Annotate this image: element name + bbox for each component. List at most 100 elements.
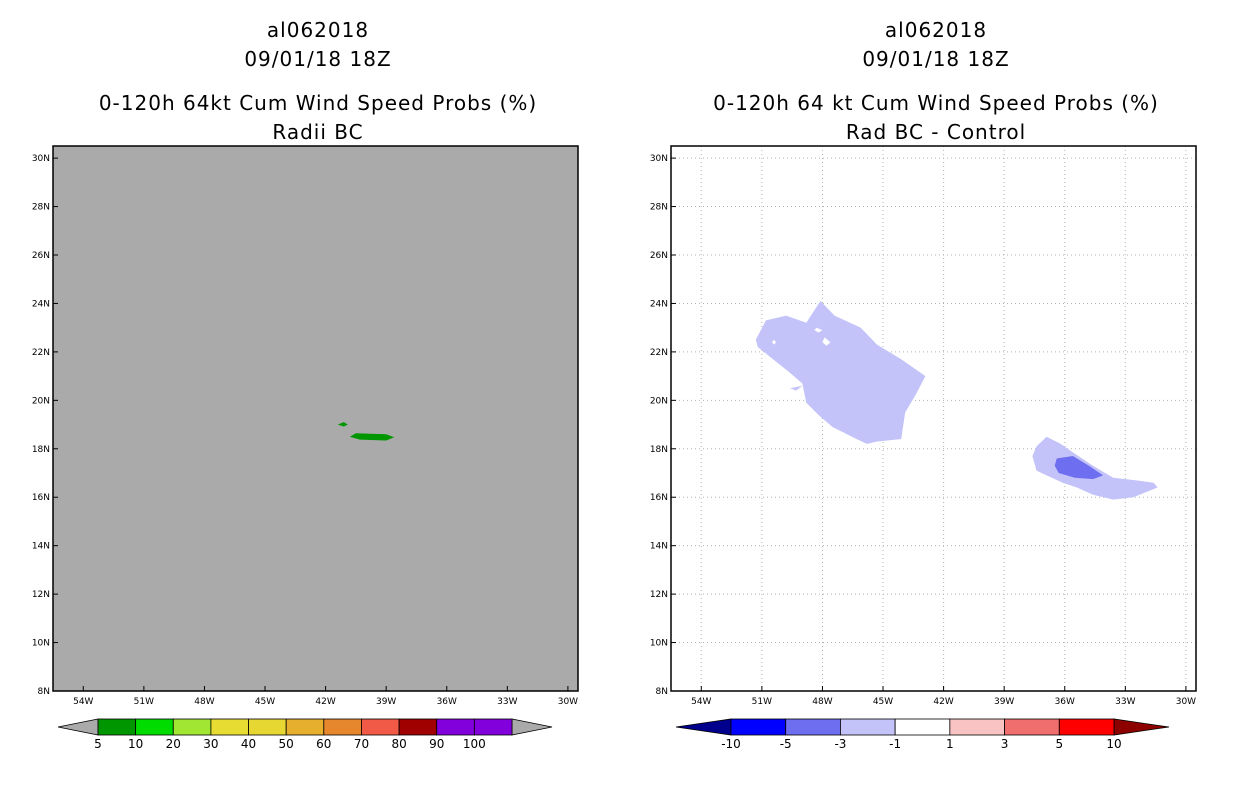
- left-y-tick-label: 14N: [32, 542, 50, 552]
- left-colorbar-high-arrow: [511, 718, 553, 736]
- right-contour-region-3: [1054, 456, 1104, 480]
- right-x-tick-label: 54W: [691, 697, 711, 707]
- left-colorbar-segment: [361, 718, 400, 736]
- right-x-tick-label: 42W: [933, 697, 953, 707]
- left-y-tick-label: 24N: [32, 299, 50, 309]
- left-x-tick-label: 42W: [315, 697, 335, 707]
- left-colorbar-label: 10: [128, 737, 143, 751]
- left-colorbar-label: 30: [203, 737, 218, 751]
- left-storm-id: al062018: [266, 18, 370, 42]
- left-subtitle: Radii BC: [272, 120, 364, 144]
- right-y-tick-label: 12N: [650, 590, 668, 600]
- right-storm-id: al062018: [884, 18, 988, 42]
- right-y-tick-label: 20N: [650, 396, 668, 406]
- left-product-title: 0-120h 64kt Cum Wind Speed Probs (%): [98, 91, 538, 115]
- right-y-tick-label: 28N: [650, 203, 668, 213]
- right-map-background: [671, 146, 1196, 691]
- left-colorbar-label: 60: [316, 737, 331, 751]
- left-x-tick-label: 48W: [194, 697, 214, 707]
- right-y-tick-label: 18N: [650, 445, 668, 455]
- left-colorbar-label: 50: [279, 737, 294, 751]
- right-colorbar: -10 -5 -3 -1 1 3 5 10: [675, 718, 1170, 751]
- right-colorbar-low-arrow: [675, 718, 732, 736]
- right-datetime: 09/01/18 18Z: [862, 47, 1010, 71]
- left-contour-region-1: [337, 422, 348, 427]
- left-colorbar-segment: [473, 718, 513, 736]
- left-x-tick-label: 54W: [73, 697, 93, 707]
- left-x-tick-label: 33W: [497, 697, 517, 707]
- right-colorbar-label: 3: [1001, 737, 1009, 751]
- left-colorbar-segment: [210, 718, 249, 736]
- left-x-tick-label: 45W: [255, 697, 275, 707]
- left-map-panel: 54W 51W 48W 45W 42W 39W 36W 33W 30W 8N 10N 12N 14N 16…: [32, 145, 579, 707]
- left-colorbar-label: 100: [463, 737, 486, 751]
- right-colorbar-segment: [894, 718, 951, 736]
- left-colorbar-label: 80: [391, 737, 406, 751]
- left-y-tick-label: 30N: [32, 154, 50, 164]
- left-x-tick-label: 30W: [558, 697, 578, 707]
- left-colorbar-segment: [285, 718, 325, 736]
- right-y-tick-label: 22N: [650, 348, 668, 358]
- right-colorbar-segment: [785, 718, 841, 736]
- right-x-tick-label: 30W: [1176, 697, 1196, 707]
- left-colorbar-low-arrow: [57, 718, 99, 736]
- right-colorbar-high-arrow: [1113, 718, 1170, 736]
- left-colorbar: 5 10 20 30 40 50 60 70 80 90 100: [57, 718, 553, 751]
- left-panel-title: al062018 09/01/18 18Z 0-120h 64kt Cum Wi…: [58, 16, 578, 147]
- right-contour-hole-0: [814, 327, 823, 333]
- right-y-tick-label: 24N: [650, 299, 668, 309]
- left-x-tick-label: 51W: [134, 697, 154, 707]
- right-colorbar-segment: [730, 718, 787, 736]
- right-y-tick-label: 14N: [650, 542, 668, 552]
- right-colorbar-label: 10: [1106, 737, 1121, 751]
- right-y-tick-label: 16N: [650, 493, 668, 503]
- right-colorbar-segment: [1004, 718, 1060, 736]
- right-contour-region-2: [1032, 436, 1158, 500]
- right-x-tick-label: 51W: [752, 697, 772, 707]
- right-colorbar-segment: [949, 718, 1005, 736]
- left-colorbar-segment: [97, 718, 137, 736]
- right-colorbar-label: -10: [721, 737, 741, 751]
- left-colorbar-segment: [135, 718, 174, 736]
- left-colorbar-segment: [323, 718, 362, 736]
- right-product-title: 0-120h 64 kt Cum Wind Speed Probs (%): [713, 91, 1159, 115]
- right-y-tick-label: 8N: [656, 687, 668, 697]
- left-y-tick-label: 18N: [32, 445, 50, 455]
- right-x-tick-label: 39W: [994, 697, 1014, 707]
- right-y-tick-label: 10N: [650, 639, 668, 649]
- right-contour-hole-1: [822, 337, 831, 346]
- left-x-tick-label: 36W: [437, 697, 457, 707]
- right-subtitle: Rad BC - Control: [845, 120, 1027, 144]
- left-contour-region-0: [349, 433, 395, 441]
- left-datetime: 09/01/18 18Z: [244, 47, 392, 71]
- left-y-tick-label: 12N: [32, 590, 50, 600]
- right-contour-region-0: [755, 301, 926, 444]
- right-colorbar-label: -1: [889, 737, 901, 751]
- left-y-tick-label: 28N: [32, 203, 50, 213]
- left-y-tick-label: 20N: [32, 396, 50, 406]
- left-y-tick-label: 10N: [32, 639, 50, 649]
- left-map-frame: [52, 145, 579, 692]
- right-colorbar-segment: [1058, 718, 1115, 736]
- left-colorbar-label: 90: [429, 737, 444, 751]
- right-map-panel: 54W 51W 48W 45W 42W 39W 36W 33W 30W 8N 10N 12N 14N 16…: [650, 145, 1197, 707]
- left-y-tick-label: 22N: [32, 348, 50, 358]
- left-x-tick-label: 39W: [376, 697, 396, 707]
- left-colorbar-label: 20: [166, 737, 181, 751]
- right-colorbar-label: 5: [1055, 737, 1063, 751]
- left-y-tick-label: 26N: [32, 251, 50, 261]
- right-x-tick-label: 48W: [812, 697, 832, 707]
- left-colorbar-segment: [248, 718, 287, 736]
- left-colorbar-segment: [398, 718, 438, 736]
- right-colorbar-label: -3: [834, 737, 846, 751]
- left-y-tick-label: 16N: [32, 493, 50, 503]
- right-contour-region-1: [790, 385, 803, 391]
- left-colorbar-label: 5: [94, 737, 102, 751]
- left-colorbar-label: 40: [241, 737, 256, 751]
- left-colorbar-label: 70: [354, 737, 369, 751]
- right-x-tick-label: 33W: [1115, 697, 1135, 707]
- right-x-tick-label: 36W: [1055, 697, 1075, 707]
- left-colorbar-segment: [436, 718, 475, 736]
- right-x-tick-label: 45W: [873, 697, 893, 707]
